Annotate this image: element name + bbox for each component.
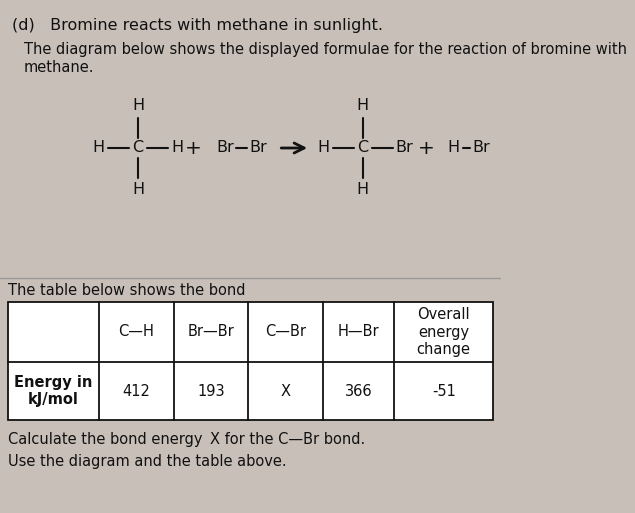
Text: H: H [357,98,369,113]
Text: Use the diagram and the table above.: Use the diagram and the table above. [8,454,286,469]
Text: H: H [448,141,460,155]
Text: C: C [133,141,144,155]
Text: C—Br: C—Br [265,325,307,340]
Text: Calculate the bond energy  X for the C—Br bond.: Calculate the bond energy X for the C—Br… [8,432,365,447]
Text: -51: -51 [432,384,456,399]
Text: H—Br: H—Br [338,325,380,340]
Text: Br: Br [472,141,490,155]
Bar [8,302,493,420]
Text: 193: 193 [197,384,225,399]
Text: The diagram below shows the displayed formulae for the reaction of bromine with: The diagram below shows the displayed fo… [23,42,627,57]
Text: (d)   Bromine reacts with methane in sunlight.: (d) Bromine reacts with methane in sunli… [12,18,383,33]
Text: H: H [357,183,369,198]
Text: Br: Br [216,141,234,155]
Text: Energy in
kJ/mol: Energy in kJ/mol [14,375,93,407]
Text: H: H [171,141,184,155]
Text: Overall
energy
change: Overall energy change [417,307,471,357]
Text: +: + [417,139,434,157]
Text: C: C [358,141,368,155]
Text: C—H: C—H [118,325,154,340]
Text: 412: 412 [122,384,150,399]
Text: 366: 366 [345,384,373,399]
Text: Br: Br [249,141,267,155]
Text: H: H [318,141,330,155]
Text: Br—Br: Br—Br [187,325,234,340]
Text: X: X [281,384,291,399]
Text: H: H [132,183,144,198]
Text: +: + [185,139,202,157]
Text: methane.: methane. [23,60,94,75]
Text: Br: Br [395,141,413,155]
Text: H: H [132,98,144,113]
Text: The table below shows the bond: The table below shows the bond [8,283,245,298]
Text: H: H [93,141,105,155]
